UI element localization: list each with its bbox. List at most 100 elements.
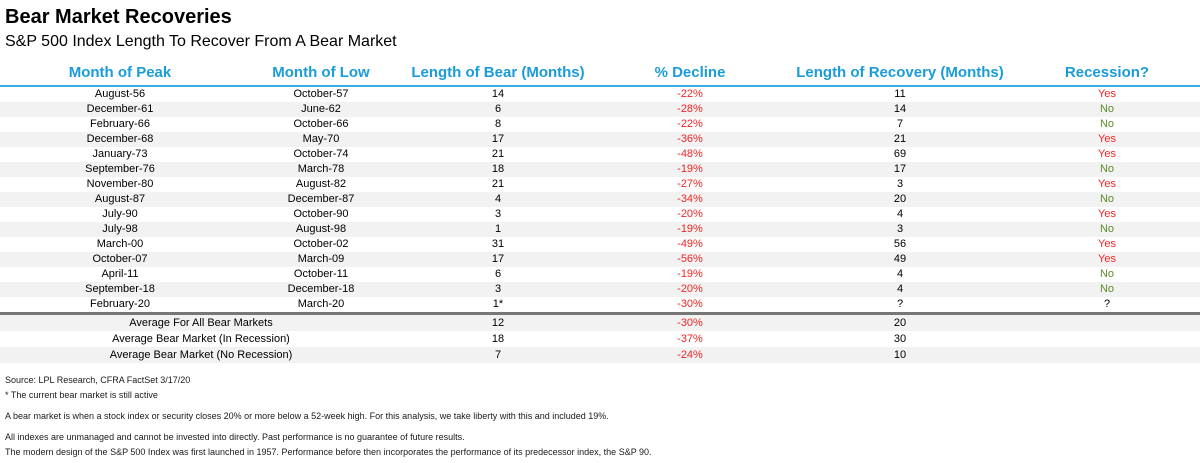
summary-row: Average For All Bear Markets 12 -30% 20: [0, 312, 1200, 332]
table-row: July-98 August-98 1 -19% 3 No: [0, 222, 1200, 238]
cell-month-of-low: October-74: [293, 148, 349, 161]
cell-length-of-recovery: 7: [896, 118, 904, 131]
cell-length-of-recovery: 20: [786, 312, 1014, 332]
cell-month-of-low: August-98: [295, 223, 347, 236]
cell-month-of-peak: August-56: [94, 88, 146, 101]
cell-recession: [1014, 347, 1200, 363]
cell-recession: No: [1099, 103, 1115, 116]
cell-percent-decline: -19%: [677, 268, 703, 281]
cell-recession: Yes: [1098, 178, 1116, 191]
cell-recession: No: [1099, 268, 1115, 281]
cell-length-of-bear: 3: [494, 283, 502, 296]
cell-month-of-peak: December-61: [86, 103, 154, 116]
cell-month-of-peak: January-73: [92, 148, 148, 161]
summary-body: Average For All Bear Markets 12 -30% 20 …: [0, 312, 1200, 364]
cell-length-of-bear: 21: [491, 178, 505, 191]
cell-length-of-recovery: 17: [893, 163, 907, 176]
cell-recession: Yes: [1098, 133, 1116, 146]
cell-percent-decline: -37%: [677, 333, 703, 346]
cell-month-of-peak: November-80: [86, 178, 154, 191]
table-row: February-66 October-66 8 -22% 7 No: [0, 117, 1200, 132]
cell-percent-decline: -30%: [677, 298, 703, 311]
cell-percent-decline: -30%: [594, 312, 786, 332]
cell-percent-decline: -27%: [677, 178, 703, 191]
cell-percent-decline: -28%: [677, 103, 703, 116]
table-row: March-00 October-02 31 -49% 56 Yes: [0, 237, 1200, 252]
cell-length-of-bear: 7: [494, 349, 502, 362]
cell-month-of-peak: July-90: [102, 208, 138, 221]
cell-recession: No: [1099, 118, 1115, 131]
cell-summary-label: Average Bear Market (No Recession): [109, 349, 293, 362]
cell-length-of-recovery: 4: [896, 268, 904, 281]
table-row: October-07 March-09 17 -56% 49 Yes: [0, 252, 1200, 268]
cell-percent-decline: -19%: [677, 163, 703, 176]
cell-recession: Yes: [1098, 238, 1116, 251]
cell-length-of-recovery: 11: [894, 88, 906, 101]
cell-length-of-recovery: 49: [893, 253, 907, 266]
footnotes: Source: LPL Research, CFRA FactSet 3/17/…: [0, 375, 1200, 458]
cell-length-of-bear: 17: [491, 133, 505, 146]
cell-length-of-bear: 31: [491, 238, 505, 251]
summary-row: Average Bear Market (No Recession) 7 -24…: [0, 347, 1200, 364]
cell-month-of-low: March-78: [297, 163, 345, 176]
asterisk-note: * The current bear market is still activ…: [5, 390, 158, 401]
table-row: September-76 March-78 18 -19% 17 No: [0, 162, 1200, 178]
summary-row: Average Bear Market (In Recession) 18 -3…: [0, 331, 1200, 347]
cell-percent-decline: -24%: [677, 349, 703, 362]
cell-month-of-peak: September-76: [85, 163, 155, 176]
cell-length-of-recovery: 20: [893, 193, 907, 206]
cell-month-of-low: March-20: [297, 298, 345, 311]
cell-month-of-peak: July-98: [102, 223, 138, 236]
column-header-recession: Recession?: [1014, 63, 1200, 88]
table-row: December-61 June-62 6 -28% 14 No: [0, 102, 1200, 118]
disclaimer-note: All indexes are unmanaged and cannot be …: [5, 432, 465, 443]
column-header-percent-decline: % Decline: [594, 63, 786, 88]
column-header-month-of-low: Month of Low: [240, 63, 402, 88]
cell-month-of-low: June-62: [301, 103, 341, 116]
cell-percent-decline: -19%: [677, 223, 703, 236]
cell-month-of-peak: April-11: [101, 268, 139, 281]
cell-recession: Yes: [1098, 88, 1116, 101]
column-header-length-of-bear: Length of Bear (Months): [402, 63, 594, 88]
cell-length-of-recovery: 69: [893, 148, 907, 161]
cell-length-of-recovery: 4: [896, 283, 904, 296]
cell-length-of-bear: 1*: [492, 298, 504, 311]
table-row: January-73 October-74 21 -48% 69 Yes: [0, 147, 1200, 162]
cell-month-of-low: October-02: [293, 238, 349, 251]
cell-length-of-recovery: ?: [896, 298, 904, 311]
cell-length-of-recovery: 14: [893, 103, 907, 116]
table-row: August-87 December-87 4 -34% 20 No: [0, 192, 1200, 208]
cell-length-of-bear: 12: [402, 312, 594, 332]
history-note: The modern design of the S&P 500 Index w…: [5, 447, 652, 458]
cell-month-of-peak: February-66: [90, 118, 150, 131]
cell-length-of-recovery: 4: [896, 208, 904, 221]
table-header: Month of Peak Month of Low Length of Bea…: [0, 63, 1200, 88]
table-row: September-18 December-18 3 -20% 4 No: [0, 282, 1200, 298]
title-block: Bear Market Recoveries S&P 500 Index Len…: [0, 0, 1200, 51]
cell-length-of-recovery: 10: [893, 349, 907, 362]
cell-percent-decline: -34%: [677, 193, 703, 206]
cell-length-of-recovery: 30: [893, 333, 907, 346]
table-row: November-80 August-82 21 -27% 3 Yes: [0, 177, 1200, 192]
cell-summary-label: Average For All Bear Markets: [0, 312, 402, 332]
table-row: August-56 October-57 14 -22% 11 Yes: [0, 86, 1200, 102]
cell-length-of-recovery: 56: [893, 238, 907, 251]
page-title: Bear Market Recoveries: [5, 6, 232, 28]
bear-market-table: Month of Peak Month of Low Length of Bea…: [0, 63, 1200, 364]
cell-length-of-bear: 6: [494, 268, 502, 281]
cell-recession: No: [1099, 163, 1115, 176]
cell-recession: [1014, 331, 1200, 347]
table-row: July-90 October-90 3 -20% 4 Yes: [0, 207, 1200, 222]
cell-month-of-peak: October-07: [92, 253, 148, 266]
cell-length-of-bear: 3: [494, 208, 502, 221]
cell-percent-decline: -48%: [677, 148, 703, 161]
cell-month-of-peak: February-20: [90, 298, 150, 311]
source-note: Source: LPL Research, CFRA FactSet 3/17/…: [5, 375, 191, 386]
cell-percent-decline: -36%: [677, 133, 703, 146]
cell-percent-decline: -20%: [677, 283, 703, 296]
cell-length-of-bear: 18: [491, 333, 505, 346]
definition-note: A bear market is when a stock index or s…: [5, 411, 609, 422]
cell-length-of-bear: 6: [494, 103, 502, 116]
cell-recession: Yes: [1098, 253, 1116, 266]
